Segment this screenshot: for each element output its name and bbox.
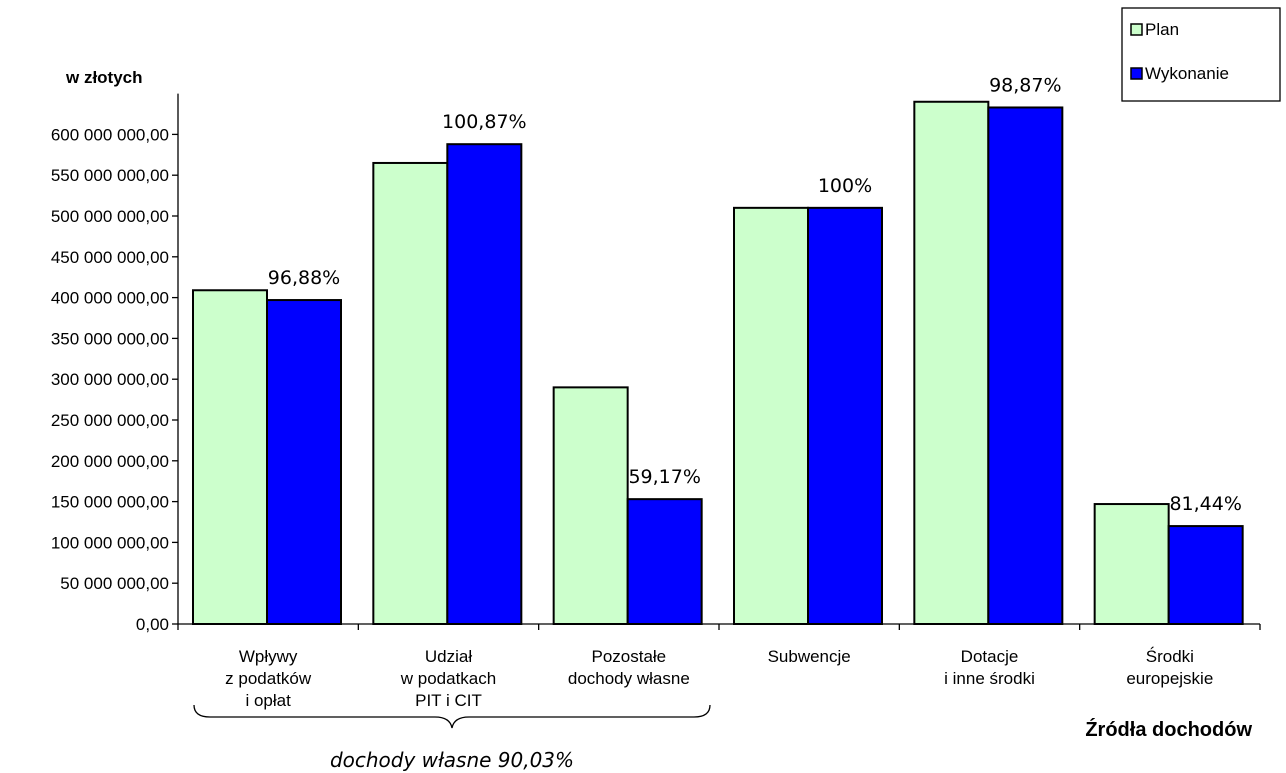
x-category-label: europejskie (1126, 669, 1213, 688)
y-tick-label: 0,00 (136, 615, 169, 634)
bar-plan (733, 206, 809, 625)
legend-swatch (1130, 23, 1143, 36)
bar-plan (913, 100, 990, 625)
bar-wykonanie (807, 206, 883, 625)
y-tick-label: 300 000 000,00 (51, 370, 169, 389)
bar-wykonanie (987, 106, 1064, 626)
data-label: 59,17% (628, 466, 700, 488)
legend-swatch (1130, 67, 1143, 80)
data-label: 100% (818, 175, 872, 197)
x-category-label: Pozostałe (591, 647, 666, 666)
data-label: 96,88% (268, 267, 340, 289)
bar-plan (192, 289, 268, 625)
x-category-label: Środki (1146, 647, 1194, 666)
bar-wykonanie (446, 143, 523, 626)
x-axis-title: Źródła dochodów (1085, 718, 1252, 741)
x-category-label: i inne środki (944, 669, 1035, 688)
x-category-label: w podatkach (400, 669, 496, 688)
y-tick-label: 150 000 000,00 (51, 493, 169, 512)
bar-wykonanie (266, 299, 342, 625)
x-category-label: Dotacje (961, 647, 1019, 666)
y-tick-label: 400 000 000,00 (51, 289, 169, 308)
group-annotation: dochody własne 90,03% (330, 748, 574, 772)
data-label: 98,87% (989, 74, 1061, 96)
x-category-label: Subwencje (768, 647, 851, 666)
legend-label: Wykonanie (1145, 64, 1229, 83)
y-axis-title: w złotych (65, 68, 143, 87)
y-tick-label: 550 000 000,00 (51, 166, 169, 185)
group-brace (193, 704, 711, 729)
data-label: 81,44% (1169, 493, 1241, 515)
y-tick-label: 200 000 000,00 (51, 452, 169, 471)
bar-plan (1093, 503, 1170, 626)
y-tick-label: 600 000 000,00 (51, 125, 169, 144)
y-tick-label: 250 000 000,00 (51, 411, 169, 430)
y-tick-label: 450 000 000,00 (51, 248, 169, 267)
x-category-label: Wpływy (239, 647, 298, 666)
legend-box (1121, 7, 1281, 102)
x-category-label: dochody własne (568, 669, 690, 688)
x-category-label: z podatków (225, 669, 312, 688)
x-category-label: Udział (425, 647, 472, 666)
bar-plan (372, 161, 449, 626)
bar-wykonanie (1167, 525, 1244, 626)
bar-wykonanie (626, 498, 703, 626)
y-tick-label: 500 000 000,00 (51, 207, 169, 226)
x-category-label: i opłat (245, 691, 291, 710)
bar-plan (552, 386, 629, 625)
y-tick-label: 100 000 000,00 (51, 533, 169, 552)
y-tick-label: 350 000 000,00 (51, 329, 169, 348)
legend-label: Plan (1145, 20, 1179, 39)
y-tick-label: 50 000 000,00 (60, 574, 169, 593)
data-label: 100,87% (442, 111, 527, 133)
x-category-label: PIT i CIT (415, 691, 482, 710)
